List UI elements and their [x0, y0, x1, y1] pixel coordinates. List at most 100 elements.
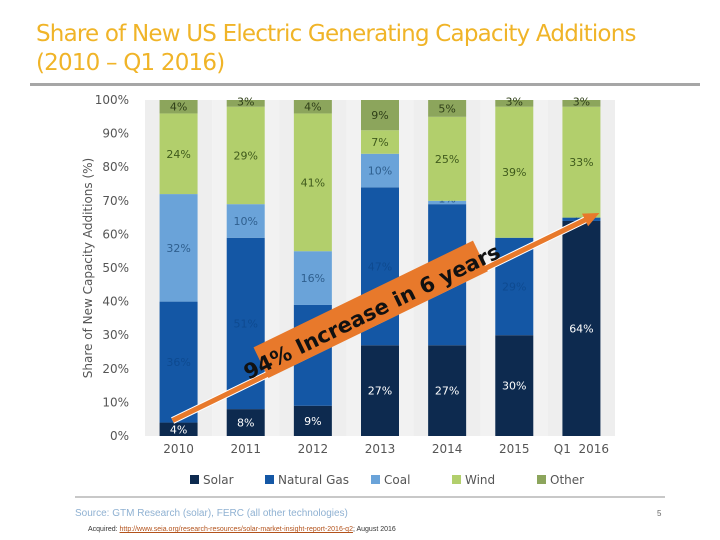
bar-segment-other: [159, 100, 198, 114]
legend-item: Coal: [371, 473, 410, 487]
bar-segment-wind: [293, 113, 332, 252]
data-label: 33%: [569, 156, 593, 169]
data-label: 41%: [301, 176, 325, 189]
x-tick-label: Q1 2016: [554, 442, 609, 456]
y-tick-label: 40%: [102, 295, 129, 309]
legend-swatch: [371, 475, 380, 484]
bar-segment-wind: [361, 130, 399, 154]
y-tick-label: 70%: [102, 194, 129, 208]
data-label: 3%: [506, 96, 523, 109]
data-label: 16%: [301, 272, 325, 285]
y-tick-label: 0%: [110, 429, 129, 443]
legend-swatch: [265, 475, 274, 484]
bar-segment-coal: [361, 153, 399, 188]
legend-item: Natural Gas: [265, 473, 349, 487]
x-tick-label: 2013: [365, 442, 396, 456]
y-tick-label: 50%: [102, 261, 129, 275]
bar-segment-wind: [226, 106, 265, 205]
y-tick-label: 80%: [102, 160, 129, 174]
slide-title: Share of New US Electric Generating Capa…: [36, 21, 636, 76]
bar-segment-other: [293, 100, 332, 114]
bar-segment-coal: [293, 251, 332, 305]
bar-segment-wind: [562, 106, 601, 218]
data-label: 64%: [569, 322, 593, 335]
bar-segment-solar: [428, 345, 467, 436]
acquired-date: ; August 2016: [352, 526, 396, 533]
data-label: 3%: [237, 96, 254, 109]
bar-segment-solar: [293, 405, 332, 436]
bar-segment-wind: [428, 116, 467, 201]
data-label: 24%: [166, 148, 190, 161]
bar-segment-other: [226, 100, 265, 107]
stacked-bar-chart: 0% 10% 20% 30% 40% 50% 60% 70% 80% 90% 100% Share o…: [81, 93, 615, 487]
data-label: 10%: [368, 165, 392, 178]
annotation-box: [253, 240, 488, 378]
data-label: 39%: [502, 166, 526, 179]
bar-segment-coal: [226, 204, 265, 238]
data-label: 5%: [438, 102, 455, 115]
data-label: 9%: [371, 109, 388, 122]
bar-segment-other: [495, 100, 534, 107]
legend-label: Other: [550, 473, 584, 487]
bar-segment-natural-gas: [159, 301, 198, 423]
footer-divider: [75, 496, 665, 498]
legend-item: Solar: [190, 473, 234, 487]
acquired-label: Acquired:: [88, 526, 118, 533]
bar-segment-wind: [495, 106, 534, 238]
data-label: 4%: [170, 423, 187, 436]
data-label: 25%: [435, 153, 459, 166]
legend-swatch: [452, 475, 461, 484]
data-label: 27%: [435, 385, 459, 398]
bar-segment-solar: [562, 220, 601, 436]
bar-segment-solar: [159, 422, 198, 436]
y-tick-label: 60%: [102, 227, 129, 241]
x-tick-label: 2015: [499, 442, 530, 456]
bar-segment-other: [428, 100, 467, 117]
bar-segment-other: [361, 100, 399, 131]
bar-segment-coal: [428, 200, 467, 205]
y-tick-label: 30%: [102, 328, 129, 342]
data-label: 27%: [368, 385, 392, 398]
y-tick-label: 90%: [102, 127, 129, 141]
bar-segment-other: [562, 100, 601, 107]
y-tick-label: 10%: [102, 395, 129, 409]
legend-item: Wind: [452, 473, 495, 487]
data-label: 30%: [502, 380, 526, 393]
data-label: 29%: [233, 149, 257, 162]
data-label: 4%: [170, 101, 187, 114]
data-label: 4%: [304, 101, 321, 114]
data-label: 9%: [304, 415, 321, 428]
legend-label: Wind: [465, 473, 495, 487]
x-tick-label: 2012: [298, 442, 329, 456]
bar-segment-solar: [361, 345, 399, 436]
arrow-head-icon: [581, 212, 600, 227]
legend-label: Solar: [203, 473, 234, 487]
bar-segment-wind: [159, 113, 198, 195]
legend-item: Other: [537, 473, 584, 487]
bar-segment-solar: [495, 335, 534, 436]
data-label: 36%: [166, 356, 190, 369]
legend-swatch: [537, 475, 546, 484]
acquired-note: Acquired: http://www.seia.org/research-r…: [88, 526, 396, 533]
bar-segment-solar: [226, 409, 265, 436]
source-note: Source: GTM Research (solar), FERC (all …: [75, 508, 348, 519]
legend-label: Coal: [384, 473, 410, 487]
bar-segment-coal: [159, 194, 198, 302]
y-tick-label: 20%: [102, 362, 129, 376]
data-label: 47%: [368, 260, 392, 273]
data-label: 7%: [371, 136, 388, 149]
legend-label: Natural Gas: [278, 473, 349, 487]
y-axis-label: Share of New Capacity Additions (%): [81, 158, 95, 378]
acquired-link[interactable]: http://www.seia.org/research-resources/s…: [119, 526, 353, 533]
page-number: 5: [657, 509, 662, 518]
data-label: 29%: [502, 280, 526, 293]
data-label: 51%: [233, 317, 257, 330]
y-tick-label: 100%: [95, 93, 129, 107]
x-tick-label: 2010: [163, 442, 194, 456]
x-tick-label: 2011: [230, 442, 261, 456]
data-label: 3%: [573, 96, 590, 109]
x-tick-label: 2014: [432, 442, 463, 456]
legend-swatch: [190, 475, 199, 484]
data-label: 32%: [166, 242, 190, 255]
data-label: 10%: [233, 215, 257, 228]
